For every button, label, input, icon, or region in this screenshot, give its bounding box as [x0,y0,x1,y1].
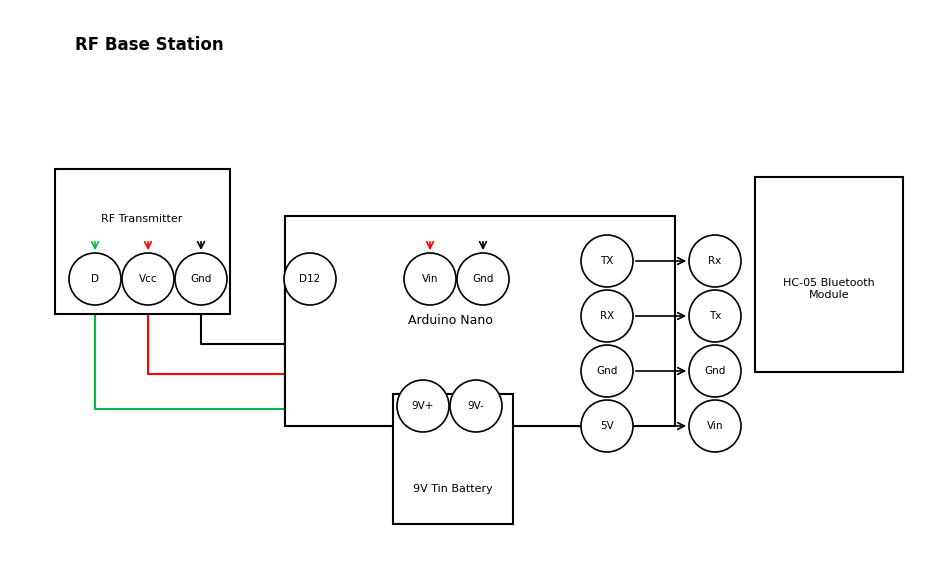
Text: 9V-: 9V- [468,401,485,411]
Ellipse shape [404,253,456,305]
Text: RF Transmitter: RF Transmitter [101,214,182,224]
Text: Vcc: Vcc [139,274,157,284]
Ellipse shape [69,253,121,305]
Ellipse shape [689,290,741,342]
Text: HC-05 Bluetooth
Module: HC-05 Bluetooth Module [783,278,875,300]
Ellipse shape [581,235,633,287]
Text: RX: RX [600,311,614,321]
Ellipse shape [175,253,227,305]
Ellipse shape [689,345,741,397]
Ellipse shape [689,235,741,287]
Text: Gnd: Gnd [472,274,494,284]
Text: TX: TX [600,256,614,266]
Bar [285,216,675,426]
Bar [55,169,230,314]
Bar [393,394,513,524]
Ellipse shape [457,253,509,305]
Ellipse shape [581,290,633,342]
Text: Gnd: Gnd [596,366,618,376]
Ellipse shape [450,380,502,432]
Text: 9V Tin Battery: 9V Tin Battery [413,484,493,494]
Text: RF Base Station: RF Base Station [75,36,223,54]
Text: D12: D12 [299,274,321,284]
Ellipse shape [581,400,633,452]
Ellipse shape [581,345,633,397]
Text: 9V+: 9V+ [412,401,434,411]
Text: Vin: Vin [421,274,438,284]
Ellipse shape [122,253,174,305]
Text: 5V: 5V [600,421,614,431]
Text: Vin: Vin [707,421,724,431]
Text: Tx: Tx [709,311,721,321]
Text: D: D [91,274,99,284]
Ellipse shape [284,253,336,305]
Text: Gnd: Gnd [704,366,725,376]
Ellipse shape [397,380,449,432]
Bar [755,177,903,372]
Ellipse shape [689,400,741,452]
Text: Arduino Nano: Arduino Nano [407,315,493,328]
Text: Rx: Rx [709,256,722,266]
Text: Gnd: Gnd [191,274,212,284]
